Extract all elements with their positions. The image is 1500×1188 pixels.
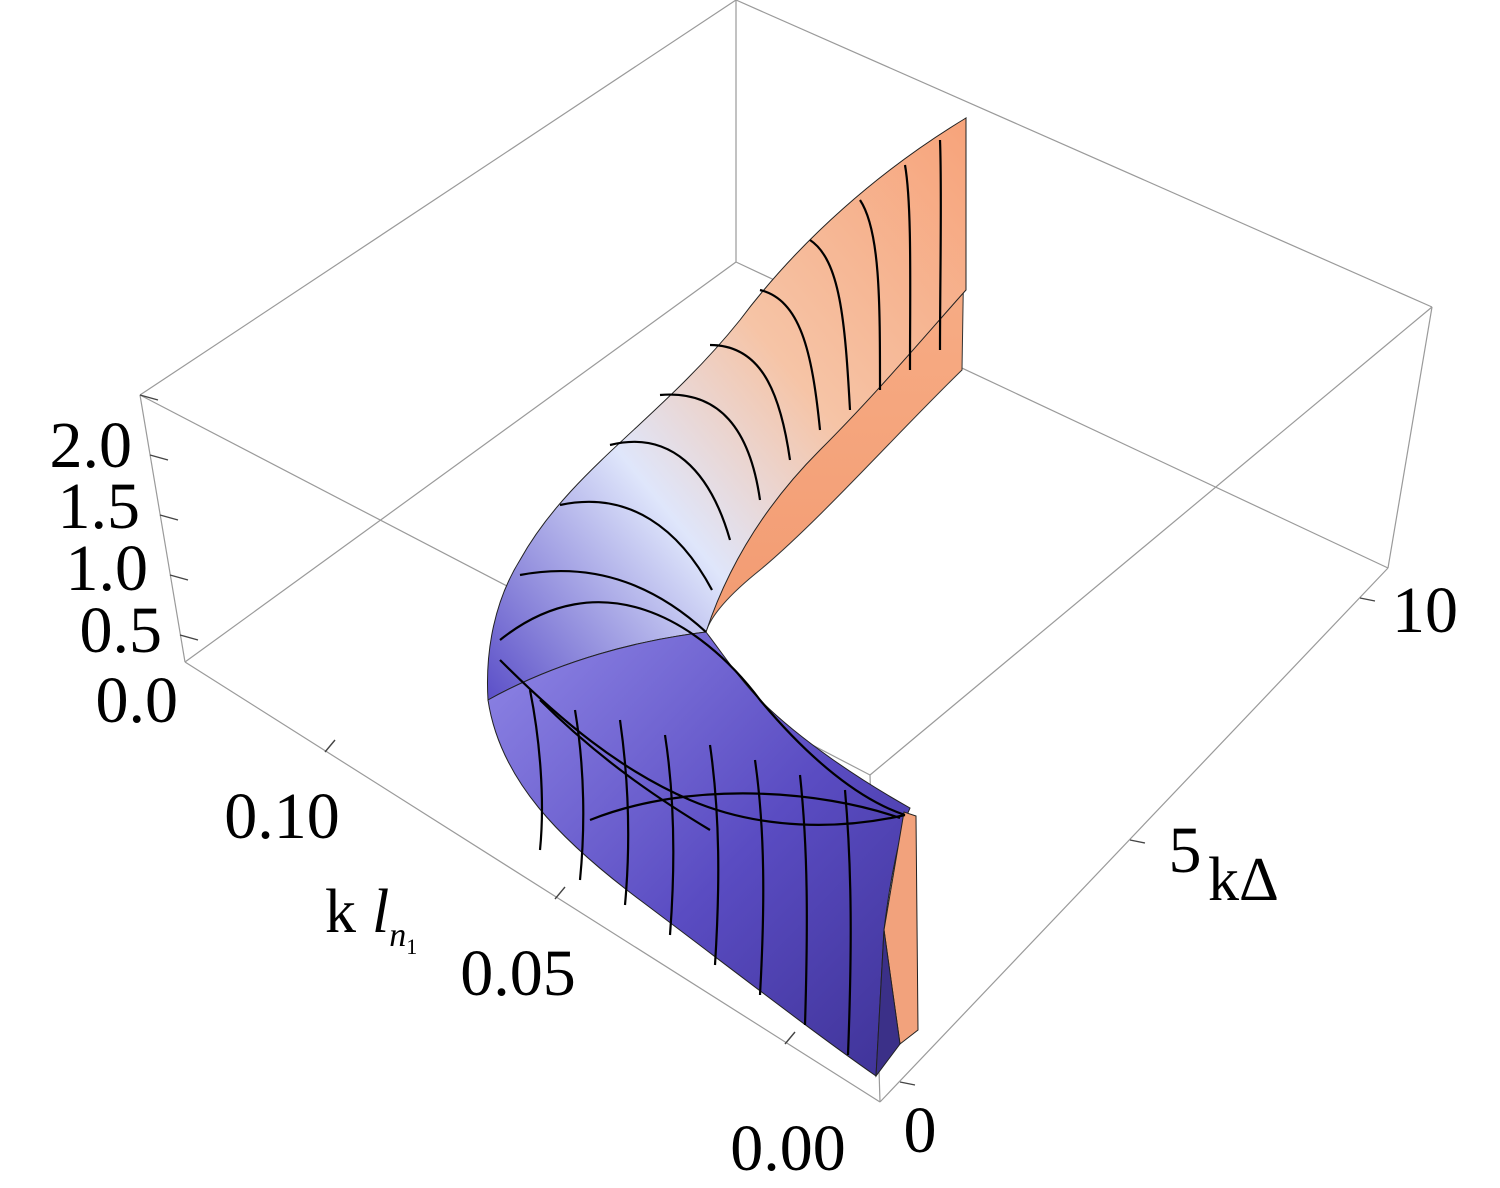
x-axis-label-subsub: 1	[406, 934, 417, 959]
mesh-line	[798, 774, 808, 1026]
z-tick	[179, 634, 199, 641]
x-tick	[784, 1031, 796, 1045]
y-axis-label: kΔ	[1208, 846, 1279, 914]
z-tick-labels: 2.0 1.5 1.0 0.5 0.0	[50, 409, 179, 737]
mesh-line	[759, 288, 822, 431]
z-tick-label: 1.5	[58, 470, 141, 543]
y-tick-label: 5	[1169, 814, 1202, 887]
x-axis-label: k ln1	[325, 878, 417, 959]
x-tick	[324, 739, 336, 753]
box-edge	[1387, 306, 1433, 569]
mesh-line	[559, 500, 713, 591]
z-tick-label: 0.5	[80, 594, 163, 667]
mesh-line	[903, 164, 912, 371]
mesh-line	[659, 393, 762, 501]
y-tick-label: 10	[1392, 574, 1458, 647]
mesh-line	[843, 789, 852, 1056]
mesh-line	[528, 689, 544, 851]
x-tick-label: 0.05	[460, 937, 576, 1010]
mesh-line	[809, 239, 852, 411]
y-tick	[1359, 597, 1376, 602]
mesh-line	[709, 343, 792, 461]
z-tick	[139, 394, 159, 401]
mesh-line	[499, 601, 906, 817]
box-edge	[735, 0, 1433, 308]
z-tick	[149, 454, 169, 461]
box-edge	[184, 661, 881, 1103]
mesh-line	[499, 659, 906, 826]
y-tick	[899, 1081, 916, 1086]
x-axis-label-sub: n	[389, 917, 406, 954]
mesh-line	[609, 440, 732, 541]
mesh-line	[589, 792, 901, 822]
box-edge	[139, 0, 737, 396]
mesh-line	[539, 699, 711, 831]
x-axis-label-italic: l	[372, 878, 389, 946]
x-axis-ticks	[324, 739, 796, 1045]
mesh-line	[938, 139, 942, 351]
y-tick-labels: 0 5 10	[904, 574, 1459, 1167]
y-tick-label: 0	[904, 1094, 937, 1167]
box-edge	[879, 567, 1389, 1103]
mesh-line	[708, 744, 720, 966]
surface-front-wall-side	[875, 929, 901, 1078]
z-tick-label: 1.0	[66, 532, 149, 605]
y-tick	[1129, 839, 1146, 844]
mesh-line	[753, 759, 765, 996]
mesh-line	[519, 570, 707, 633]
box-edge	[869, 306, 1433, 776]
z-tick-label: 2.0	[50, 409, 133, 482]
x-axis-label-main: k	[325, 878, 356, 946]
z-tick-label: 0.0	[96, 664, 179, 737]
z-axis-ticks	[139, 394, 199, 641]
box-edge	[184, 261, 737, 663]
x-tick-labels: 0.10 0.05 0.00	[224, 780, 846, 1185]
surface-ridge	[487, 117, 967, 701]
surface	[487, 116, 967, 1078]
mesh-line	[573, 709, 585, 881]
x-tick-label: 0.00	[730, 1112, 846, 1185]
mesh-line	[663, 734, 675, 936]
y-axis-ticks	[899, 597, 1376, 1086]
box-edge	[139, 394, 186, 663]
x-tick-label: 0.10	[224, 780, 340, 853]
mesh-lines	[499, 139, 942, 1056]
z-tick	[159, 514, 179, 521]
x-tick	[554, 886, 566, 900]
mesh-line	[859, 199, 882, 391]
mesh-line	[618, 719, 630, 906]
z-tick	[169, 574, 189, 581]
